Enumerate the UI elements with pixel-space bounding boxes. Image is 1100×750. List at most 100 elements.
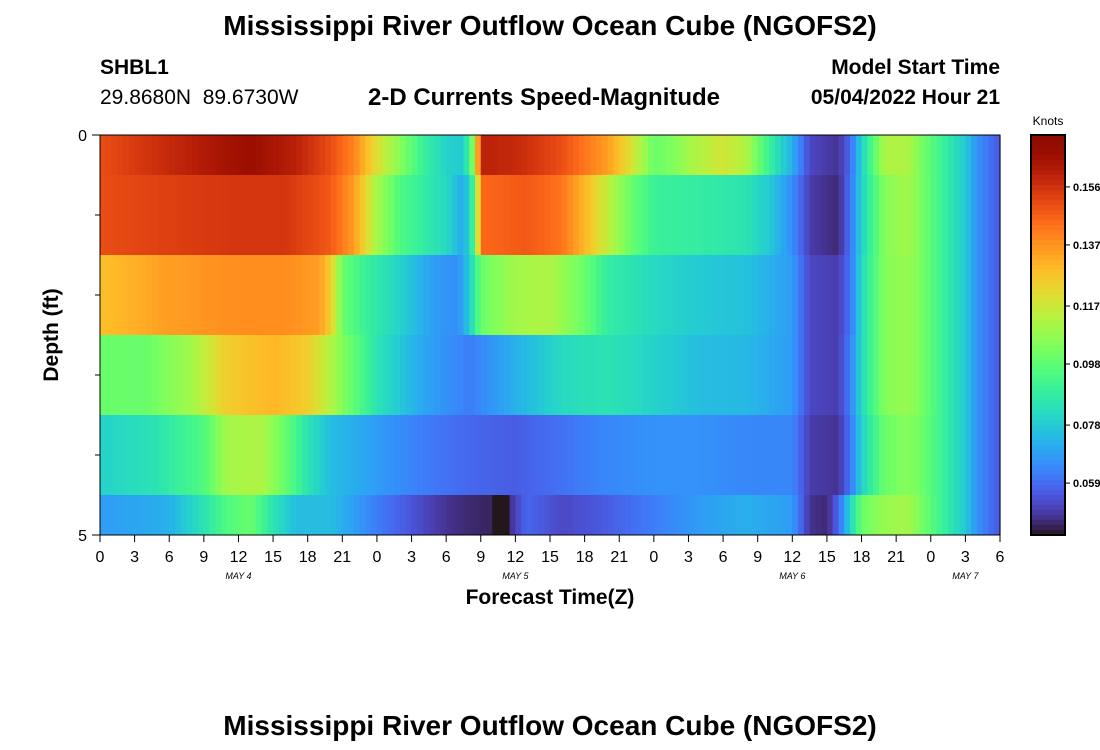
heatmap-cell [936, 255, 943, 335]
heatmap-cell [365, 495, 372, 535]
heatmap-cell [648, 415, 655, 495]
heatmap-cell [659, 175, 666, 255]
heatmap-cell [267, 175, 274, 255]
heatmap-cell [157, 335, 165, 415]
heatmap-cell [440, 495, 447, 535]
heatmap-cell [284, 255, 291, 335]
heatmap-cell [186, 495, 193, 535]
heatmap-cell [982, 335, 990, 415]
heatmap-cell [613, 335, 620, 415]
heatmap-cell [792, 495, 799, 535]
heatmap-cell [301, 415, 309, 495]
heatmap-cell [123, 335, 130, 415]
heatmap-cell [186, 335, 193, 415]
heatmap-cell [342, 335, 349, 415]
heatmap-cell [555, 135, 563, 175]
heatmap-cell [382, 255, 390, 335]
colorbar-swatch [1031, 480, 1065, 486]
heatmap-cell [896, 495, 903, 535]
heatmap-cell [405, 335, 413, 415]
heatmap-cell [486, 335, 493, 415]
heatmap-cell [740, 415, 747, 495]
heatmap-cell [567, 135, 574, 175]
x-tick-label: 12 [506, 549, 524, 566]
heatmap-cell [798, 175, 805, 255]
x-tick-label: 3 [961, 549, 970, 566]
colorbar-swatch [1031, 435, 1065, 441]
heatmap-cell [348, 175, 355, 255]
heatmap-cell [653, 495, 661, 535]
heatmap-cell [486, 415, 493, 495]
heatmap-cell [469, 415, 476, 495]
heatmap-cell [151, 415, 159, 495]
heatmap-cell [434, 255, 441, 335]
heatmap-cell [296, 135, 303, 175]
heatmap-cell [394, 335, 401, 415]
heatmap-cell [463, 495, 470, 535]
heatmap-cell [584, 495, 591, 535]
heatmap-cell [532, 175, 540, 255]
heatmap-cell [503, 255, 511, 335]
heatmap-cell [175, 495, 182, 535]
heatmap-cell [446, 415, 453, 495]
heatmap-cell [544, 335, 551, 415]
heatmap-cell [301, 175, 309, 255]
heatmap-cell [982, 175, 990, 255]
heatmap-cell [642, 415, 649, 495]
colorbar-swatch [1031, 295, 1065, 301]
heatmap-cell [809, 255, 816, 335]
heatmap-cell [446, 495, 453, 535]
heatmap-cell [838, 255, 845, 335]
colorbar-swatch [1031, 240, 1065, 246]
heatmap-cell [705, 135, 713, 175]
heatmap-cell [567, 335, 574, 415]
heatmap-cell [486, 135, 493, 175]
heatmap-cell [907, 495, 915, 535]
heatmap-cell [457, 255, 465, 335]
x-tick-label: 0 [926, 549, 935, 566]
heatmap-cell [307, 255, 315, 335]
heatmap-cell [573, 415, 580, 495]
heatmap-cell [157, 135, 165, 175]
heatmap-cell [238, 255, 245, 335]
heatmap-cell [757, 335, 765, 415]
heatmap-cell [221, 255, 228, 335]
heatmap-cell [186, 255, 193, 335]
heatmap-cell [786, 415, 793, 495]
heatmap-cell [688, 135, 695, 175]
heatmap-cell [226, 135, 234, 175]
heatmap-cell [451, 135, 459, 175]
heatmap-cell [255, 255, 263, 335]
heatmap-cell [653, 175, 661, 255]
heatmap-cell [180, 495, 188, 535]
colorbar-swatch [1031, 325, 1065, 331]
heatmap-cell [186, 415, 193, 495]
colorbar-swatch [1031, 525, 1065, 531]
heatmap-cell [105, 415, 113, 495]
heatmap-cell [203, 255, 211, 335]
colorbar-swatch [1031, 280, 1065, 286]
heatmap-cell [976, 175, 984, 255]
heatmap-cell [244, 335, 251, 415]
heatmap-cell [278, 415, 286, 495]
heatmap-cell [584, 135, 591, 175]
heatmap-cell [942, 175, 949, 255]
colorbar-swatch [1031, 315, 1065, 321]
heatmap-cell [769, 335, 776, 415]
heatmap-cell [867, 415, 874, 495]
heatmap-cell [815, 135, 822, 175]
heatmap-cell [740, 335, 747, 415]
heatmap-cell [959, 175, 966, 255]
heatmap-cell [780, 415, 788, 495]
heatmap-cell [711, 255, 718, 335]
heatmap-cell [267, 335, 274, 415]
heatmap-cell [763, 255, 770, 335]
heatmap-cell [457, 495, 465, 535]
heatmap-cell [648, 255, 655, 335]
heatmap-cell [382, 495, 390, 535]
heatmap-cell [469, 135, 476, 175]
colorbar-swatch [1031, 500, 1065, 506]
heatmap-cell [705, 335, 713, 415]
heatmap-cell [803, 175, 811, 255]
heatmap-cell [123, 415, 130, 495]
